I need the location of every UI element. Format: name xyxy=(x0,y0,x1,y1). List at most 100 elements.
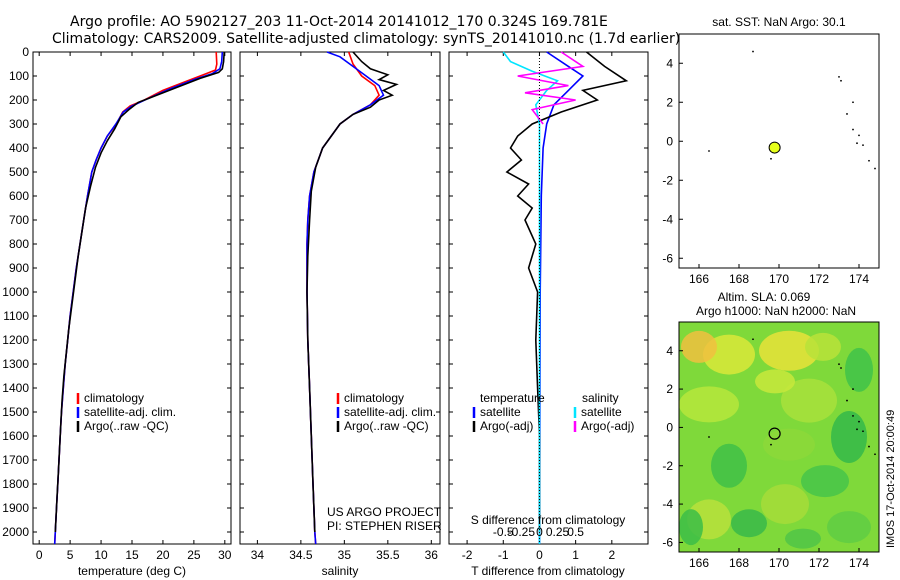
y-tick-label: 4 xyxy=(666,344,673,358)
argo-marker xyxy=(768,141,781,154)
sla-blob xyxy=(801,465,849,498)
x-tick-label: 170 xyxy=(769,556,789,570)
title-line2: Climatology: CARS2009. Satellite-adjuste… xyxy=(52,31,680,47)
x-tick-label: 170 xyxy=(769,272,789,286)
y-tick-label: 900 xyxy=(9,261,29,275)
sla-blob xyxy=(785,528,821,549)
series-line xyxy=(538,51,585,545)
y-tick-label: 400 xyxy=(9,141,29,155)
island-speck xyxy=(858,420,860,423)
y-tick-label: 0 xyxy=(666,420,673,434)
sla-blob xyxy=(681,330,717,363)
island-speck xyxy=(852,415,854,417)
y-tick-label: 500 xyxy=(9,165,29,179)
y-tick-label: 0 xyxy=(666,134,673,148)
y-tick-label: 1300 xyxy=(2,357,29,371)
map-title: sat. SST: NaN Argo: 30.1 xyxy=(712,15,846,29)
island-speck xyxy=(874,167,876,170)
sla-blob xyxy=(711,443,747,488)
legend-label: satellite xyxy=(480,405,521,419)
x-tick-label: 166 xyxy=(689,272,709,286)
x-tick-label: 1 xyxy=(572,548,579,562)
island-speck xyxy=(752,338,754,341)
y-tick-label: 800 xyxy=(9,237,29,251)
island-speck xyxy=(852,388,854,390)
legend-label: climatology xyxy=(344,391,404,405)
s-tick-label: 0 xyxy=(536,525,543,539)
sla-blob xyxy=(845,347,873,392)
x-tick-label: -2 xyxy=(462,548,473,562)
island-speck xyxy=(770,157,772,160)
series-line xyxy=(54,51,225,533)
island-speck xyxy=(708,436,710,438)
sla-blob xyxy=(763,428,815,461)
annotation-line: US ARGO PROJECT xyxy=(327,505,442,519)
y-tick-label: -4 xyxy=(662,212,673,226)
y-tick-label: -4 xyxy=(662,497,673,511)
y-tick-label: 300 xyxy=(9,117,29,131)
series-line xyxy=(505,51,629,532)
sla-blob xyxy=(759,330,819,371)
sla-map-panel: 166 168 170 172 174 -6 -4 -2 0 2 4 Altim. SLA: 0.06… xyxy=(662,290,880,570)
x-tick-label: 174 xyxy=(849,556,869,570)
island-speck xyxy=(770,443,772,446)
y-tick-label: 0 xyxy=(22,45,29,59)
x-tick-label: 35.5 xyxy=(376,548,400,562)
y-tick-label: 1800 xyxy=(2,477,29,491)
y-tick-label: -6 xyxy=(662,251,673,265)
island-speck xyxy=(840,367,842,369)
island-speck xyxy=(852,101,854,104)
legend-label: satellite xyxy=(581,405,622,419)
series-line xyxy=(517,51,586,125)
y-tick-label: -2 xyxy=(662,459,673,473)
imos-timestamp: IMOS 17-Oct-2014 20:00:49 xyxy=(885,410,897,548)
island-speck xyxy=(874,453,876,456)
y-tick-label: 2 xyxy=(666,95,673,109)
legend-title: salinity xyxy=(582,391,619,405)
legend-label: satellite-adj. clim. xyxy=(84,405,176,419)
map-subtitle: Argo h1000: NaN h2000: NaN xyxy=(696,304,856,318)
island-speck xyxy=(840,79,842,82)
x-tick-label: 168 xyxy=(729,556,749,570)
island-speck xyxy=(868,445,870,448)
x-tick-label: 172 xyxy=(809,556,829,570)
island-speck xyxy=(846,399,848,402)
plot-frame xyxy=(448,51,649,545)
x-tick-label: 34 xyxy=(251,548,265,562)
island-speck xyxy=(708,150,710,152)
island-speck xyxy=(838,76,840,78)
y-tick-label: 2 xyxy=(666,382,673,396)
island-speck xyxy=(846,113,848,115)
y-tick-label: 1600 xyxy=(2,429,29,443)
x-tick-label: 2 xyxy=(608,548,615,562)
x-tick-label: 36 xyxy=(425,548,439,562)
s-tick-label: 0.25 xyxy=(546,525,570,539)
y-tick-label: 4 xyxy=(666,56,673,70)
island-speck xyxy=(868,159,870,162)
x-tick-label: 174 xyxy=(849,272,869,286)
y-tick-label: 2000 xyxy=(2,525,29,539)
x-tick-label: 34.5 xyxy=(289,548,313,562)
argo-marker xyxy=(768,427,781,440)
y-tick-label: 1700 xyxy=(2,453,29,467)
legend-label: Argo(-adj) xyxy=(480,419,533,433)
title-line1: Argo profile: AO 5902127_203 11-Oct-2014… xyxy=(70,14,608,30)
legend-label: climatology xyxy=(84,391,144,405)
s-tick-label: -0.25 xyxy=(508,525,536,539)
y-tick-label: 1100 xyxy=(3,309,29,323)
y-tick-label: 1000 xyxy=(2,285,29,299)
temperature-panel: 0 5 10 15 20 25 300100200300400500600700800900… xyxy=(2,45,232,578)
island-speck xyxy=(852,128,854,131)
island-speck xyxy=(858,134,860,137)
x-tick-label: 15 xyxy=(125,548,139,562)
x-tick-label: 30 xyxy=(218,548,232,562)
x-tick-label: 20 xyxy=(156,548,170,562)
series-line xyxy=(306,51,399,533)
x-tick-label: 0 xyxy=(536,548,543,562)
x-tick-label: -1 xyxy=(498,548,509,562)
sla-blob xyxy=(805,332,841,361)
x-tick-label: 25 xyxy=(187,548,201,562)
legend-label: satellite-adj. clim. xyxy=(344,405,436,419)
map-title: Altim. SLA: 0.069 xyxy=(718,290,811,304)
